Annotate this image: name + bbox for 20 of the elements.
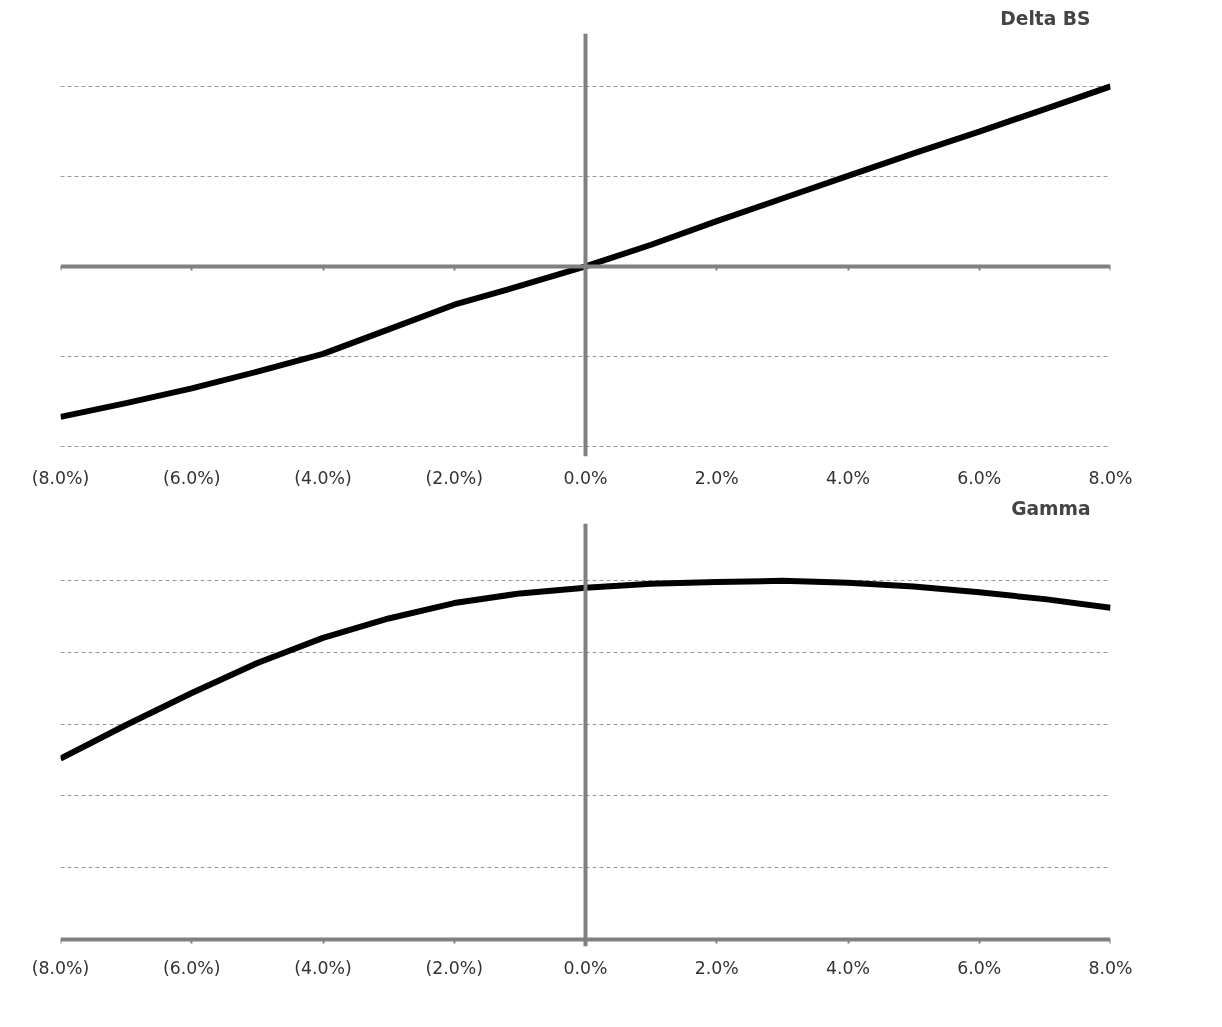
x-tick-label: 8.0% [1088, 957, 1133, 978]
chart-title: Delta BS [1000, 7, 1091, 29]
x-tick-label: (6.0%) [162, 957, 221, 978]
x-tick-label: 0.0% [563, 957, 608, 978]
x-tick-label: 0.0% [563, 467, 608, 488]
x-tick-label: (8.0%) [31, 957, 90, 978]
x-tick-label: (2.0%) [425, 957, 484, 978]
x-tick-label: (8.0%) [31, 467, 90, 488]
x-tick-label: 2.0% [694, 467, 739, 488]
chart-title: Gamma [1011, 497, 1091, 519]
x-tick-label: 6.0% [957, 957, 1002, 978]
x-tick-label: 4.0% [825, 467, 871, 488]
x-tick-label: 4.0% [825, 957, 871, 978]
x-tick-label: (2.0%) [425, 467, 484, 488]
x-tick-label: 2.0% [694, 957, 739, 978]
x-tick-label: (4.0%) [294, 957, 352, 978]
x-tick-label: 8.0% [1088, 467, 1133, 488]
x-tick-label: 6.0% [957, 467, 1002, 488]
x-tick-label: (4.0%) [294, 467, 352, 488]
x-tick-label: (6.0%) [162, 467, 221, 488]
